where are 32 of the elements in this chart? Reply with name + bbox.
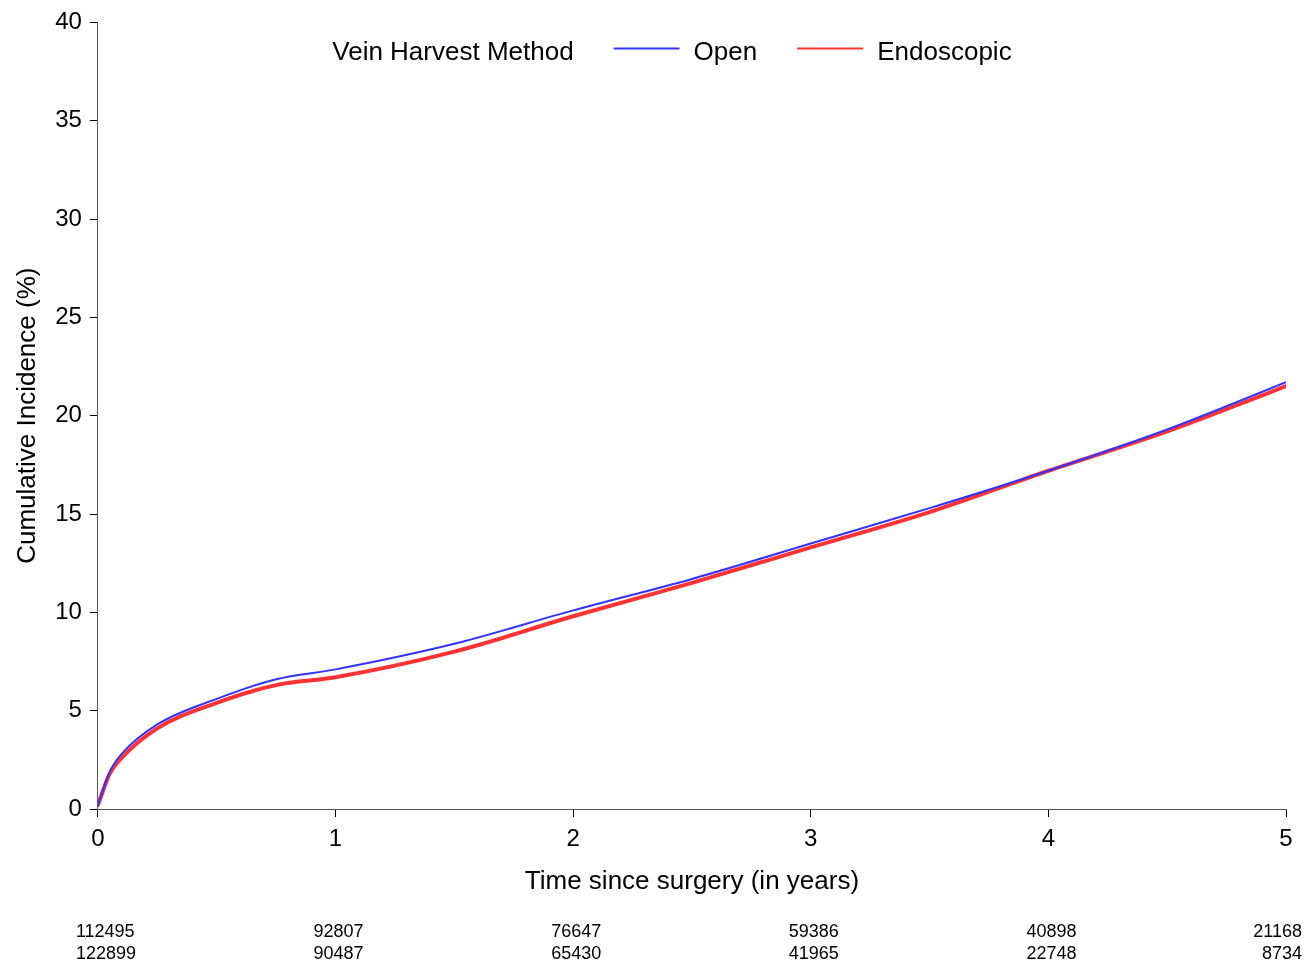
- y-tick-label: 20: [55, 400, 82, 428]
- x-tick-label: 2: [566, 824, 580, 852]
- text: 40898: [1026, 920, 1077, 941]
- text: 22748: [1026, 942, 1077, 963]
- x-tick-label: 1: [328, 824, 343, 852]
- text: 21168: [1253, 920, 1302, 941]
- x-tick-label: 0: [91, 824, 105, 852]
- y-tick-label: 35: [55, 105, 82, 133]
- x-tick-label: 3: [804, 824, 818, 852]
- text: 8734: [1261, 942, 1302, 963]
- x-axis-title: Time since surgery (in years): [524, 864, 860, 895]
- text: 90487: [313, 942, 364, 963]
- y-tick-label: 40: [55, 7, 82, 35]
- y-axis-title: Cumulative Incidence (%): [10, 267, 41, 564]
- y-tick-label: 0: [68, 793, 82, 821]
- text: 112495: [75, 920, 135, 941]
- y-tick-label: 25: [55, 302, 82, 329]
- y-tick-label: 30: [55, 203, 82, 231]
- legend-label: Endoscopic: [877, 35, 1012, 66]
- text: 41965: [788, 942, 839, 963]
- text: 122899: [75, 942, 136, 963]
- text: 59386: [788, 920, 839, 941]
- x-tick-label: 5: [1279, 824, 1293, 852]
- y-tick-label: 15: [55, 498, 82, 526]
- y-tick-label: 10: [55, 596, 82, 624]
- x-tick-label: 4: [1041, 824, 1056, 852]
- legend-title: Vein Harvest Method: [332, 35, 574, 66]
- text: 65430: [551, 942, 602, 963]
- y-tick-label: 5: [68, 695, 82, 723]
- text: 92807: [313, 920, 364, 941]
- legend-label: Open: [693, 35, 758, 66]
- text: 76647: [551, 920, 602, 941]
